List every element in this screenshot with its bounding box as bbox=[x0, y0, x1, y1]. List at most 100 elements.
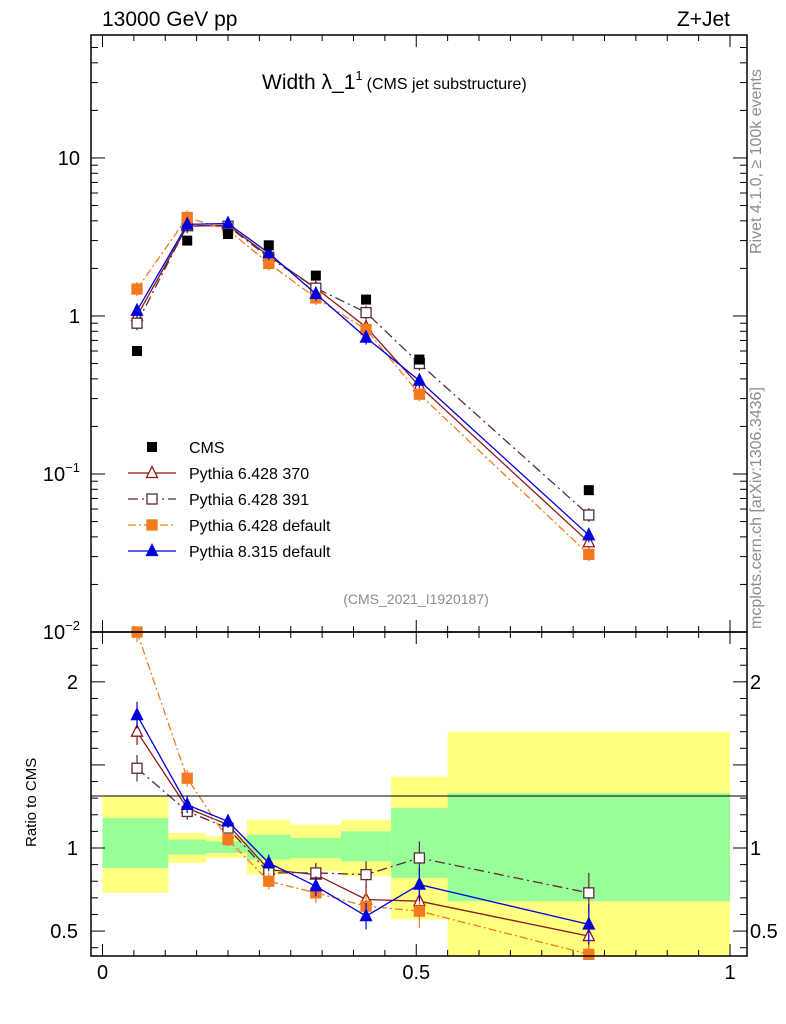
series-marker-main bbox=[131, 283, 143, 295]
legend-marker bbox=[145, 543, 159, 557]
series-marker-ratio bbox=[583, 887, 595, 899]
header-left: 13000 GeV pp bbox=[102, 8, 237, 31]
ratio-y-axis-label: Ratio to CMS bbox=[23, 758, 40, 847]
cms-data-point bbox=[182, 235, 193, 246]
series-marker-main bbox=[359, 329, 373, 343]
series-marker-ratio bbox=[412, 876, 426, 890]
legend-marker bbox=[146, 493, 158, 505]
y-tick-label-exp: −1 bbox=[65, 460, 80, 475]
chart-subtitle: (CMS jet substructure) bbox=[367, 76, 527, 93]
chart-title-line: Width λ_11 (CMS jet substructure) bbox=[262, 68, 527, 94]
series-marker-ratio bbox=[360, 868, 372, 881]
legend-label: Pythia 6.428 default bbox=[189, 518, 331, 535]
series-marker-ratio bbox=[582, 916, 596, 930]
series-marker-main bbox=[583, 548, 595, 561]
series-marker-main bbox=[360, 306, 372, 319]
ratio-band-inner bbox=[102, 818, 169, 868]
y-tick-label-main: 1 bbox=[69, 306, 80, 328]
chart-title-sup: 1 bbox=[355, 68, 362, 83]
cms-data-point bbox=[414, 354, 425, 365]
legend-label: Pythia 6.428 391 bbox=[189, 492, 309, 509]
series-line-main bbox=[136, 222, 590, 536]
series-marker-main bbox=[412, 372, 426, 386]
series-marker-ratio bbox=[181, 772, 193, 784]
legend-label: Pythia 8.315 default bbox=[189, 544, 331, 561]
series-line-ratio bbox=[136, 631, 589, 955]
cms-data-point bbox=[310, 270, 321, 281]
series-marker-ratio bbox=[309, 878, 323, 892]
axis-ticks bbox=[91, 34, 747, 956]
series-line-ratio bbox=[136, 714, 589, 926]
main-plot-frame bbox=[90, 34, 748, 633]
series-line-main bbox=[136, 216, 590, 555]
series-marker-ratio bbox=[413, 905, 426, 917]
series-line-main bbox=[136, 224, 590, 516]
series-marker-main bbox=[583, 509, 595, 521]
ratio-band-inner bbox=[168, 839, 207, 855]
x-tick-label: 0.5 bbox=[402, 962, 430, 984]
series-marker-main bbox=[180, 216, 194, 230]
y-tick-label-base: 10 bbox=[43, 464, 65, 486]
legend-label-cms: CMS bbox=[189, 440, 225, 457]
side-label-top: Rivet 4.1.0, ≥ 100k events bbox=[748, 69, 765, 254]
series-marker-main bbox=[309, 285, 323, 300]
y-tick-label-ratio-right: 0.5 bbox=[750, 921, 778, 943]
series-marker-ratio bbox=[180, 796, 194, 810]
series-marker-ratio bbox=[130, 707, 144, 721]
x-tick-label: 0 bbox=[97, 962, 108, 984]
y-tick-label-base: 1 bbox=[69, 306, 80, 328]
series-marker-main bbox=[262, 245, 276, 259]
cms-data-point bbox=[223, 229, 233, 240]
chart-title: Width λ_1 bbox=[262, 71, 355, 94]
y-tick-label-ratio: 0.5 bbox=[50, 921, 78, 943]
ratio-band-inner bbox=[290, 838, 341, 858]
series-line-ratio bbox=[136, 731, 589, 937]
series-marker-ratio bbox=[221, 813, 235, 827]
legend-marker bbox=[145, 465, 159, 479]
legend-label: Pythia 6.428 370 bbox=[189, 466, 309, 483]
y-tick-label-main: 10 bbox=[58, 148, 80, 170]
y-tick-label-main: 10−2 bbox=[43, 618, 80, 644]
ratio-plot-frame bbox=[90, 631, 748, 957]
y-tick-label-base: 10 bbox=[43, 622, 65, 644]
series-marker-main bbox=[582, 527, 596, 541]
series-marker-ratio bbox=[413, 852, 426, 864]
ratio-band-inner bbox=[206, 841, 247, 853]
cms-data-point bbox=[263, 240, 274, 251]
legend: CMS Pythia 6.428 370 Pythia 6.428 391 Pythi… bbox=[128, 440, 331, 561]
y-tick-label-ratio-right: 1 bbox=[750, 838, 761, 860]
series-marker-ratio bbox=[222, 834, 234, 846]
series-marker-main bbox=[221, 215, 235, 229]
legend-marker bbox=[146, 519, 158, 531]
series-marker-main bbox=[413, 388, 426, 400]
series-marker-ratio bbox=[263, 875, 275, 887]
y-tick-label-ratio: 2 bbox=[67, 672, 78, 694]
y-tick-label-base: 10 bbox=[58, 148, 80, 170]
y-tick-label-ratio-right: 2 bbox=[750, 672, 761, 694]
series-marker-ratio bbox=[359, 908, 373, 922]
series-marker-main bbox=[130, 302, 144, 316]
cms-data-point bbox=[132, 346, 143, 357]
series-marker-main bbox=[131, 317, 143, 329]
legend-marker-cms bbox=[147, 442, 157, 452]
cms-data-points bbox=[132, 229, 594, 496]
cms-data-point bbox=[361, 294, 372, 305]
y-tick-label-exp: −2 bbox=[65, 618, 80, 633]
y-tick-label-main: 10−1 bbox=[43, 460, 80, 486]
side-label-bottom: mcplots.cern.ch [arXiv:1306.3436] bbox=[748, 387, 765, 629]
ratio-band-inner bbox=[340, 831, 392, 862]
ratio-uncertainty-bands bbox=[102, 731, 730, 956]
series-marker-ratio bbox=[131, 762, 143, 774]
series-marker-ratio bbox=[583, 948, 595, 960]
cms-data-point bbox=[583, 485, 594, 496]
analysis-tag: (CMS_2021_I1920187) bbox=[343, 591, 489, 607]
series-marker-ratio bbox=[262, 855, 276, 869]
series-line-ratio bbox=[136, 767, 589, 894]
x-tick-label: 1 bbox=[724, 962, 735, 984]
series-marker-ratio bbox=[130, 723, 144, 737]
mc-series bbox=[130, 210, 596, 960]
header-right: Z+Jet bbox=[677, 8, 730, 31]
y-tick-label-ratio: 1 bbox=[67, 838, 78, 860]
